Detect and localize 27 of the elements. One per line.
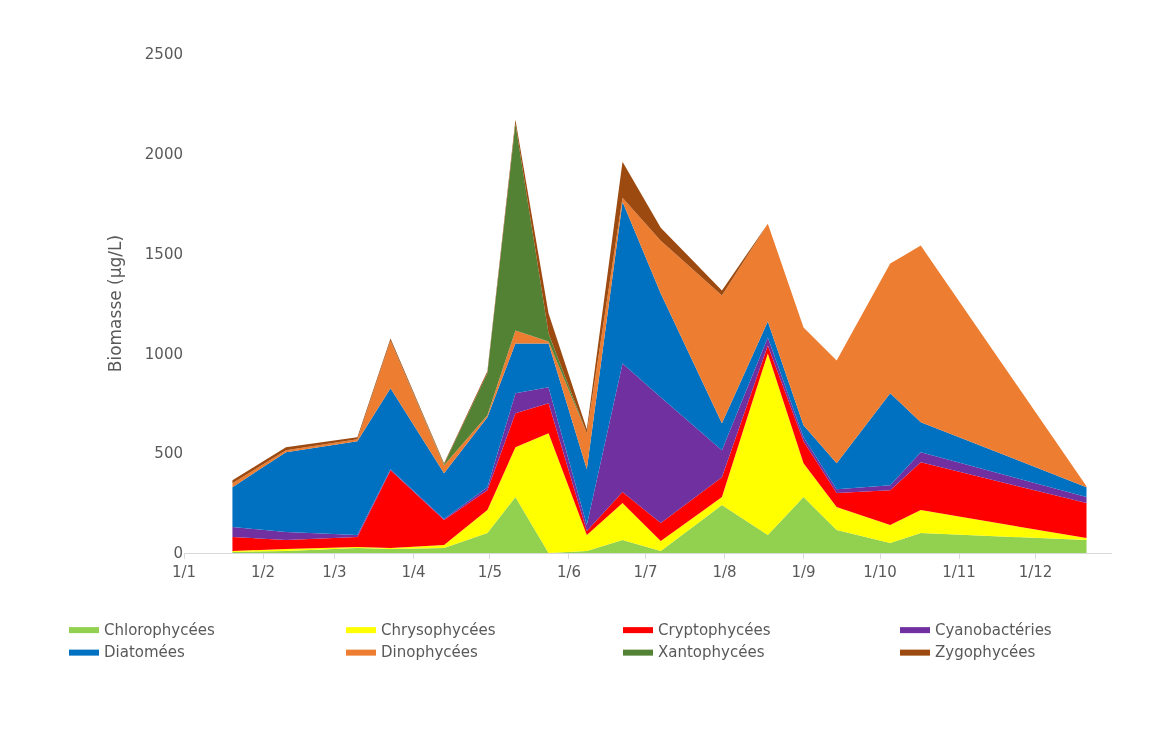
x-tick-label: 1/7 bbox=[633, 563, 658, 581]
y-tick-label: 500 bbox=[154, 444, 183, 463]
x-tick-label: 1/3 bbox=[322, 563, 347, 581]
y-axis-title: Biomasse (µg/L) bbox=[105, 234, 126, 373]
legend-label: Dinophycées bbox=[381, 643, 479, 662]
x-tick-label: 1/2 bbox=[250, 563, 276, 581]
x-tick-label: 1/11 bbox=[942, 563, 976, 581]
legend-label: Xantophycées bbox=[658, 643, 765, 662]
x-tick-label: 1/10 bbox=[863, 563, 897, 581]
x-tick-label: 1/6 bbox=[556, 563, 582, 581]
legend-label: Chlorophycées bbox=[104, 620, 215, 639]
y-tick-label: 2000 bbox=[144, 145, 183, 164]
y-tick-label: 0 bbox=[173, 544, 183, 563]
x-tick-label: 1/4 bbox=[401, 563, 426, 581]
y-tick-label: 1000 bbox=[144, 344, 183, 363]
y-tick-label: 1500 bbox=[144, 244, 183, 263]
y-tick-label: 2500 bbox=[144, 45, 183, 64]
x-tick-label: 1/12 bbox=[1018, 563, 1053, 581]
legend-label: Chrysophycées bbox=[381, 620, 496, 639]
legend-label: Zygophycées bbox=[935, 643, 1036, 662]
legend-label: Cryptophycées bbox=[658, 620, 771, 639]
legend-label: Cyanobactéries bbox=[935, 620, 1052, 639]
x-tick-label: 1/8 bbox=[712, 563, 737, 581]
x-tick-label: 1/1 bbox=[171, 563, 197, 581]
legend-label: Diatomées bbox=[104, 643, 186, 662]
x-tick-label: 1/9 bbox=[791, 563, 816, 581]
x-tick-label: 1/5 bbox=[477, 563, 502, 581]
